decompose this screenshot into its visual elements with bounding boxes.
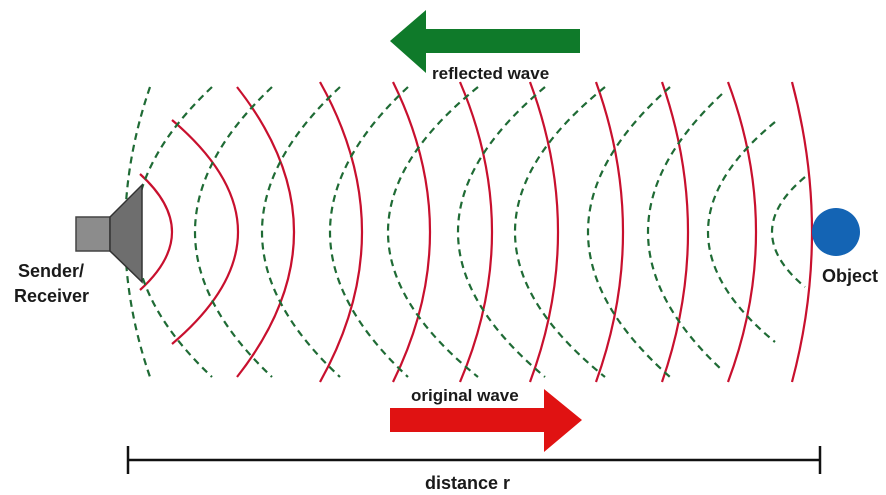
reflected-wave-front-3 [646, 93, 723, 371]
reflected-wave-front-7 [387, 86, 479, 378]
circle-object-icon [812, 208, 860, 256]
reflected-wave-front-1 [771, 176, 806, 288]
arrow-left-icon [390, 10, 580, 73]
reflected-wave-front-8 [328, 86, 409, 378]
reflected-wave-front-6 [456, 86, 546, 378]
reflected-wave-front-2 [706, 121, 776, 343]
reflected-wave-front-10 [193, 86, 273, 378]
reflected-wave-fronts [123, 86, 806, 378]
reflected-wave-front-5 [514, 86, 606, 378]
original-wave-front-4 [319, 81, 363, 383]
original-wave-front-2 [171, 119, 240, 345]
original-wave-front-3 [236, 86, 295, 378]
sender-label-line2: Receiver [14, 286, 89, 306]
original-wave-front-7 [528, 81, 560, 383]
original-wave-front-11 [790, 81, 814, 383]
sender-label-line1: Sender/ [18, 261, 84, 281]
reflected-wave-label: reflected wave [432, 64, 549, 83]
distance-label: distance r [425, 473, 510, 493]
reflected-wave-front-9 [260, 86, 341, 378]
original-wave-front-5 [392, 81, 432, 383]
original-wave-front-8 [594, 81, 625, 383]
original-wave-front-9 [660, 81, 690, 383]
arrow-right-icon [390, 389, 582, 452]
original-wave-front-1 [139, 173, 173, 291]
reflected-wave-front-4 [586, 86, 671, 378]
reflected-wave-front-11 [133, 86, 213, 378]
original-wave-fronts [139, 81, 814, 383]
original-wave-label: original wave [411, 386, 519, 405]
speaker-cone [109, 183, 143, 284]
distance-dimension-line [126, 446, 822, 474]
object-label: Object [822, 266, 878, 286]
speaker-icon [75, 183, 143, 284]
speaker-body [75, 216, 111, 252]
original-wave-front-10 [726, 81, 758, 383]
original-wave-front-6 [458, 81, 494, 383]
